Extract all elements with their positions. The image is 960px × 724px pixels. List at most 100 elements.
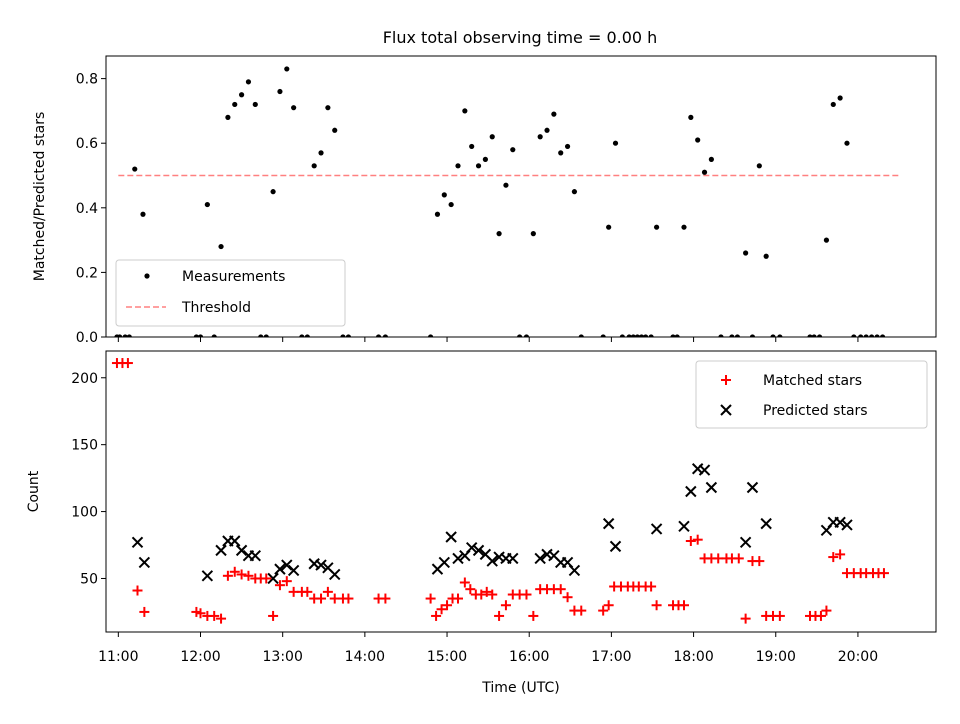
matched-point xyxy=(562,592,573,603)
y-axis-label: Count xyxy=(26,470,42,512)
measurement-point xyxy=(252,101,258,108)
predicted-point-b xyxy=(445,531,457,543)
y-tick-label: 0.0 xyxy=(76,330,98,346)
measurement-point xyxy=(634,334,641,337)
predicted-point-b xyxy=(834,516,846,528)
measurement-point xyxy=(874,334,880,337)
measurement-point xyxy=(844,140,850,146)
y-tick-label: 0.2 xyxy=(76,265,98,281)
matched-point xyxy=(281,576,292,587)
predicted-point xyxy=(602,517,615,530)
predicted-point-b xyxy=(609,540,622,553)
measurement-point xyxy=(708,156,714,162)
measurement-point xyxy=(193,334,199,337)
measurement-point xyxy=(270,189,276,195)
measurement-point xyxy=(756,163,762,169)
matched-point xyxy=(774,610,785,621)
measurement-point xyxy=(530,231,536,237)
predicted-point-b xyxy=(739,536,752,549)
predicted-point xyxy=(138,556,151,569)
y-tick-label: 0.6 xyxy=(76,136,98,152)
predicted-point xyxy=(438,556,451,569)
matched-point xyxy=(465,584,476,595)
predicted-point-b xyxy=(274,563,286,575)
predicted-point-b xyxy=(685,485,697,498)
matched-point xyxy=(646,581,657,592)
measurement-point xyxy=(462,108,468,114)
measurement-point xyxy=(140,211,146,217)
measurement-point xyxy=(571,189,578,195)
matched-point xyxy=(274,580,285,591)
measurement-point xyxy=(643,334,649,337)
x-tick-label: 12:00 xyxy=(180,649,220,665)
measurement-point xyxy=(489,134,495,140)
measurement-point xyxy=(807,334,813,337)
measurement-point xyxy=(749,334,756,337)
matched-point xyxy=(459,577,470,588)
legend-label-matched: Matched stars xyxy=(763,373,862,389)
x-tick-label: 20:00 xyxy=(838,649,878,665)
measurement-point xyxy=(544,127,550,133)
predicted-point xyxy=(760,517,772,530)
matched-point xyxy=(754,556,765,567)
predicted-point xyxy=(568,564,581,577)
predicted-point xyxy=(287,564,300,577)
predicted-point-b xyxy=(249,550,261,562)
legend-marker-measurements xyxy=(144,273,150,279)
matched-point xyxy=(678,600,689,611)
predicted-point-b xyxy=(486,555,498,567)
matched-point xyxy=(122,358,133,369)
x-axis-label: Time (UTC) xyxy=(481,680,559,696)
predicted-point-b xyxy=(131,536,144,549)
measurement-point xyxy=(653,224,660,230)
predicted-point xyxy=(746,481,759,494)
predicted-point xyxy=(486,555,498,567)
measurement-point xyxy=(648,334,654,337)
measurement-point xyxy=(126,334,132,337)
x-tick-label: 15:00 xyxy=(427,649,467,665)
measurement-point xyxy=(340,334,346,337)
matched-point xyxy=(500,600,511,611)
x-tick-label: 11:00 xyxy=(98,649,138,665)
legend-marker-predicted xyxy=(720,404,732,416)
measurement-point xyxy=(441,192,447,198)
measurement-point xyxy=(284,66,290,72)
matched-point xyxy=(685,536,696,547)
bottom-panel: 50 100 150 200 Count 11:00 12:00 13:00 14:00 15:0… xyxy=(26,350,937,696)
measurement-point xyxy=(770,334,776,337)
matched-point xyxy=(598,605,609,616)
matched-point xyxy=(343,593,354,604)
measurement-point xyxy=(291,105,297,111)
predicted-point-b xyxy=(315,559,327,571)
measurement-point xyxy=(863,334,869,337)
measurement-point xyxy=(674,334,680,337)
measurement-point xyxy=(345,334,352,337)
measurement-point xyxy=(851,334,857,337)
measurement-point xyxy=(681,224,687,230)
predicted-point-b xyxy=(678,520,690,532)
predicted-point xyxy=(507,552,519,565)
predicted-point xyxy=(609,540,622,553)
measurement-point xyxy=(619,334,625,337)
matched-point xyxy=(132,585,143,596)
measurement-point xyxy=(743,250,749,256)
predicted-point xyxy=(215,544,227,557)
plot-area xyxy=(111,358,889,624)
measurement-point xyxy=(537,134,543,140)
predicted-point-b xyxy=(561,556,574,569)
measurement-point xyxy=(734,334,741,337)
x-tick-label: 17:00 xyxy=(591,649,631,665)
measurement-point xyxy=(523,334,530,337)
predicted-point xyxy=(249,550,261,562)
measurement-point xyxy=(482,156,488,162)
predicted-point-b xyxy=(465,541,478,554)
matched-point xyxy=(380,593,391,604)
legend-box xyxy=(695,360,928,429)
y-tick-label: 150 xyxy=(71,438,98,454)
predicted-point-b xyxy=(215,544,227,557)
predicted-point xyxy=(229,535,241,547)
matched-point xyxy=(261,573,272,584)
y-axis-label: Matched/Predicted stars xyxy=(32,112,48,282)
measurement-point xyxy=(638,334,645,337)
